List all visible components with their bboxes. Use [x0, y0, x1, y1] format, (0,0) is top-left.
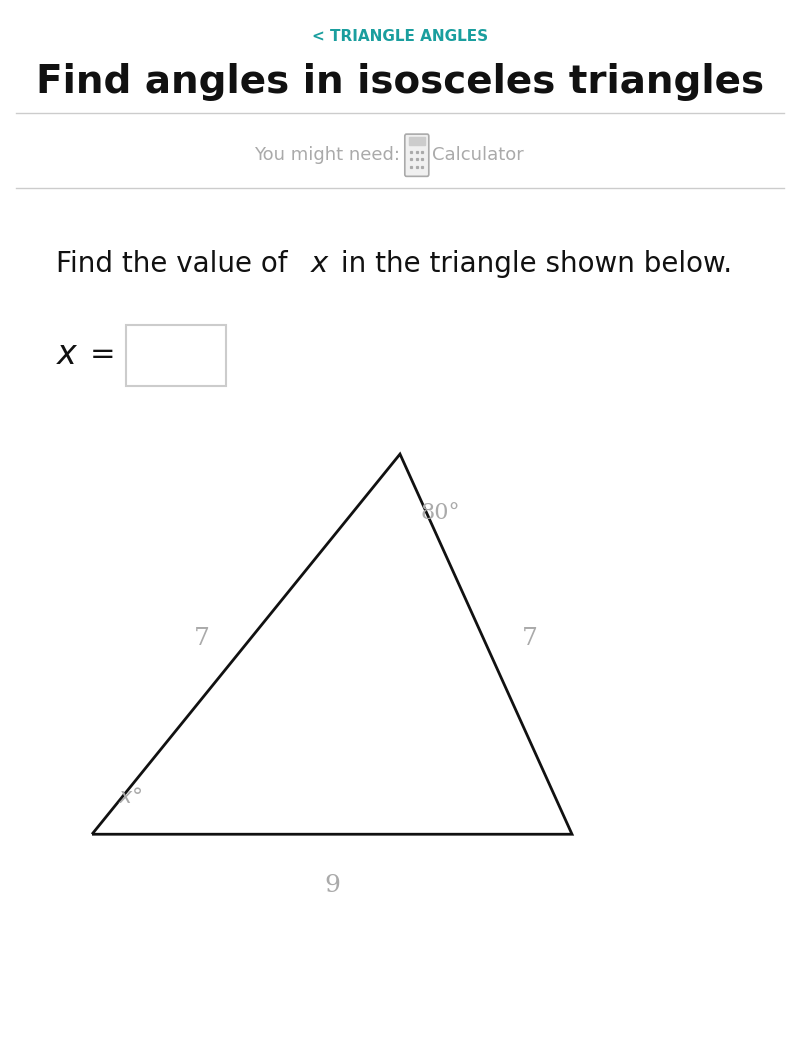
Text: < TRIANGLE ANGLES: < TRIANGLE ANGLES — [312, 30, 488, 44]
Text: Find angles in isosceles triangles: Find angles in isosceles triangles — [36, 63, 764, 101]
FancyBboxPatch shape — [126, 325, 226, 386]
FancyBboxPatch shape — [405, 134, 429, 176]
Text: $x$: $x$ — [310, 250, 330, 278]
Text: 7: 7 — [194, 627, 210, 650]
Text: Calculator: Calculator — [432, 146, 524, 165]
Text: 7: 7 — [522, 627, 538, 650]
Bar — [409, 137, 425, 145]
Text: 80°: 80° — [420, 502, 460, 524]
Text: $x$: $x$ — [56, 338, 79, 372]
Text: in the triangle shown below.: in the triangle shown below. — [332, 250, 732, 278]
Text: =: = — [90, 340, 115, 370]
Text: 9: 9 — [324, 874, 340, 898]
Text: Find the value of: Find the value of — [56, 250, 296, 278]
Text: $x\degree$: $x\degree$ — [118, 786, 143, 808]
Text: You might need:: You might need: — [254, 146, 400, 165]
